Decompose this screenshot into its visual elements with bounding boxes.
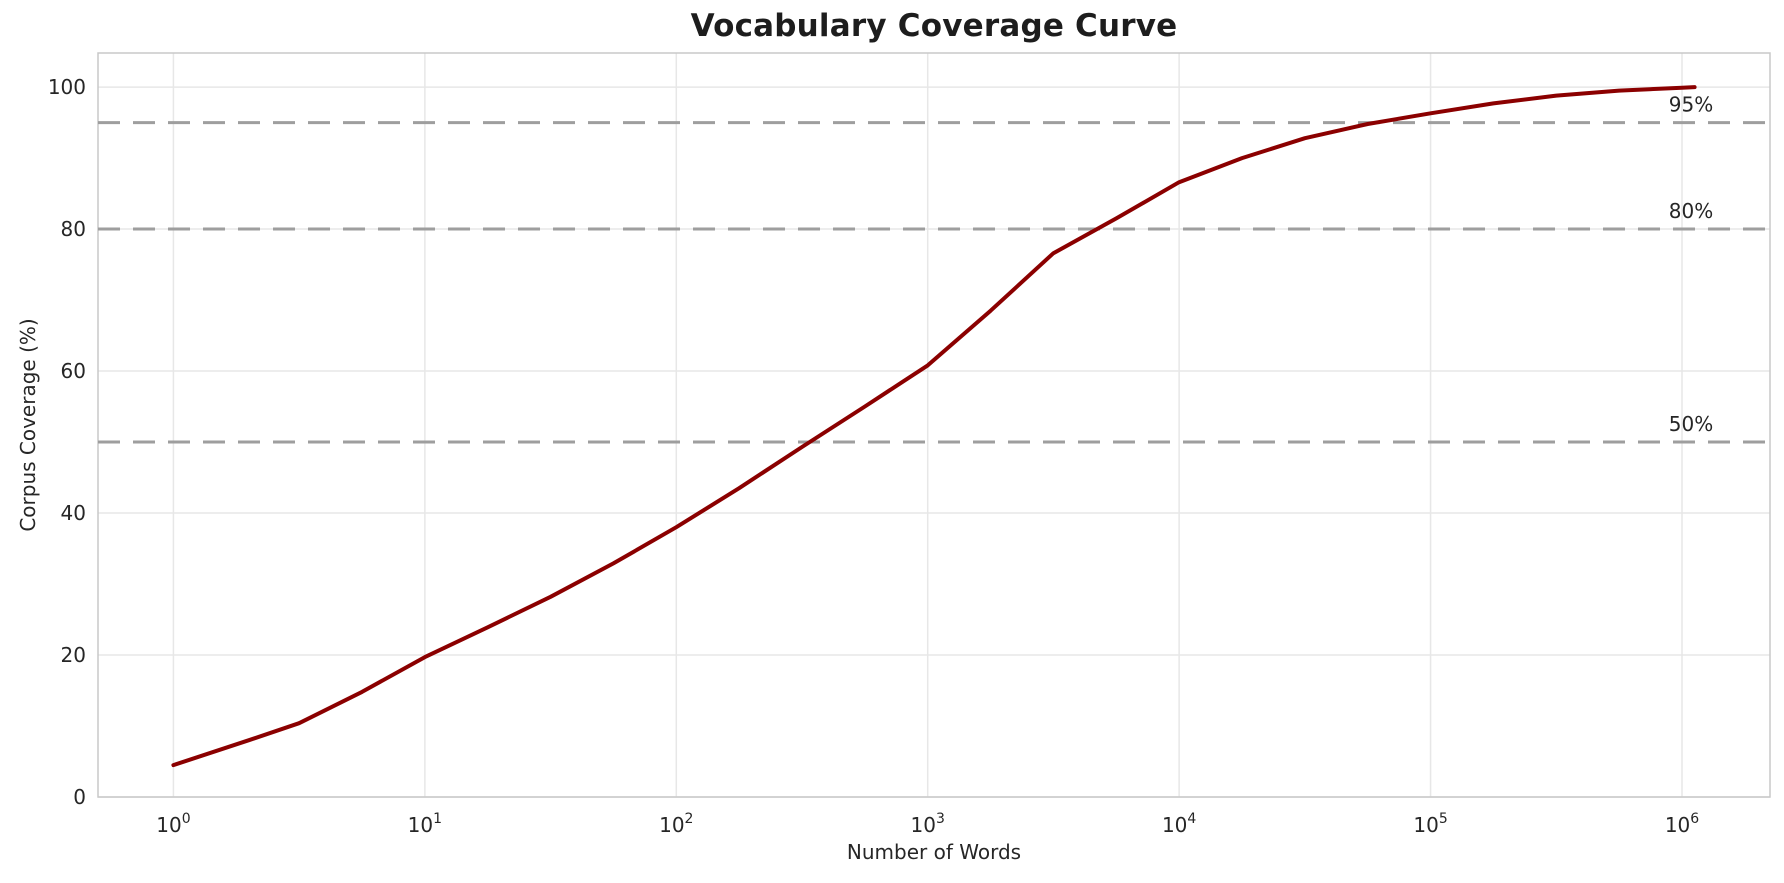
x-tick-label: 102 xyxy=(659,811,693,837)
plot-area xyxy=(98,53,1770,797)
x-tick-label: 103 xyxy=(911,811,945,837)
x-axis-label: Number of Words xyxy=(846,840,1022,864)
x-tick-label: 104 xyxy=(1162,811,1196,837)
y-tick-label: 20 xyxy=(61,643,86,667)
y-axis-label: Corpus Coverage (%) xyxy=(16,318,40,532)
x-tick-label: 100 xyxy=(156,811,190,837)
y-tick-label: 100 xyxy=(48,75,86,99)
y-tick-label: 80 xyxy=(61,217,86,241)
x-tick-label: 101 xyxy=(408,811,442,837)
y-tick-label: 40 xyxy=(61,501,86,525)
y-tick-label: 60 xyxy=(61,359,86,383)
threshold-label: 95% xyxy=(1669,93,1713,117)
x-tick-label: 105 xyxy=(1413,811,1447,837)
threshold-label: 80% xyxy=(1669,199,1713,223)
plot-border xyxy=(97,52,1771,798)
y-tick-label: 0 xyxy=(73,785,86,809)
series-line-vocabulary-coverage xyxy=(171,85,1697,768)
x-tick-label: 106 xyxy=(1665,811,1699,837)
threshold-label: 50% xyxy=(1669,412,1713,436)
chart-title: Vocabulary Coverage Curve xyxy=(690,8,1178,44)
